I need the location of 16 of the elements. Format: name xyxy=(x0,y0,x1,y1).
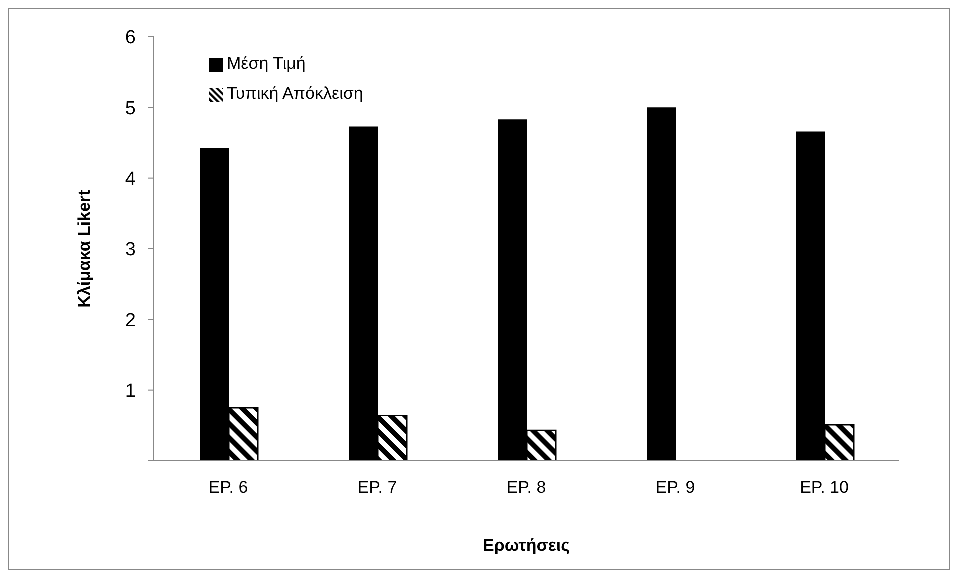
y-tick-label: 2 xyxy=(125,310,136,332)
legend-label: Μέση Τιμή xyxy=(227,54,306,73)
y-axis-title: Κλίμακα Likert xyxy=(75,190,94,308)
y-tick-label: 1 xyxy=(125,381,136,402)
x-tick-label: ΕΡ. 10 xyxy=(800,478,849,498)
x-tick-label: ΕΡ. 8 xyxy=(506,478,546,498)
x-tick-label: ΕΡ. 7 xyxy=(358,478,398,498)
y-tick-label: 4 xyxy=(125,169,136,190)
x-axis-title: Ερωτήσεις xyxy=(483,536,570,555)
x-tick-label: ΕΡ. 9 xyxy=(656,478,696,498)
y-tick-label: 6 xyxy=(125,28,136,49)
x-tick-label: ΕΡ. 6 xyxy=(208,478,248,498)
y-tick-label: 5 xyxy=(125,98,136,120)
bar xyxy=(647,108,676,461)
y-tick-label: 3 xyxy=(125,240,136,261)
legend-label: Τυπική Απόκλειση xyxy=(227,84,364,103)
